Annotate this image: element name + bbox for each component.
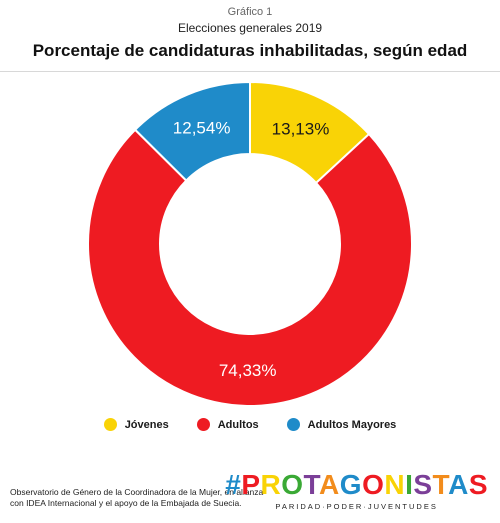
legend-item: Adultos — [196, 418, 259, 431]
legend-swatch — [103, 418, 117, 431]
donut-label: 12,54% — [173, 119, 231, 138]
donut-slice-adultos-mayores — [133, 80, 251, 182]
chart-kicker: Gráfico 1 — [227, 6, 273, 18]
chart-legend: Jóvenes Adultos Adultos Mayores — [0, 418, 500, 431]
chart-subtitle: Elecciones generales 2019 — [177, 21, 323, 35]
legend-item: Adultos Mayores — [286, 418, 397, 431]
chart-title: Porcentaje de candidaturas inhabilitadas… — [32, 41, 468, 60]
brand-tagline: PARIDAD·PODER·JUVENTUDES — [275, 502, 438, 511]
chart-header: Gráfico 1 Elecciones generales 2019 Porc… — [0, 0, 500, 61]
donut-label: 13,13% — [272, 120, 330, 139]
legend-swatch — [286, 418, 300, 431]
donut-slice-adultos — [87, 128, 413, 407]
legend-item: Jóvenes — [103, 418, 169, 431]
header-divider — [0, 71, 500, 72]
footer: Observatorio de Género de la Coordinador… — [0, 463, 500, 523]
legend-label: Adultos Mayores — [307, 418, 397, 431]
legend-label: Jóvenes — [124, 418, 169, 431]
legend-swatch — [196, 418, 210, 431]
brand-name: #PROTAGONISTAS — [225, 469, 488, 500]
protagonistas-logo: #PROTAGONISTAS PARIDAD·PODER·JUVENTUDES — [225, 469, 488, 512]
footer-credit: Observatorio de Género de la Coordinador… — [10, 487, 264, 508]
donut-chart: 13,13% 74,33% 12,54% — [87, 80, 413, 407]
donut-label: 74,33% — [219, 361, 277, 380]
legend-label: Adultos — [217, 418, 259, 431]
